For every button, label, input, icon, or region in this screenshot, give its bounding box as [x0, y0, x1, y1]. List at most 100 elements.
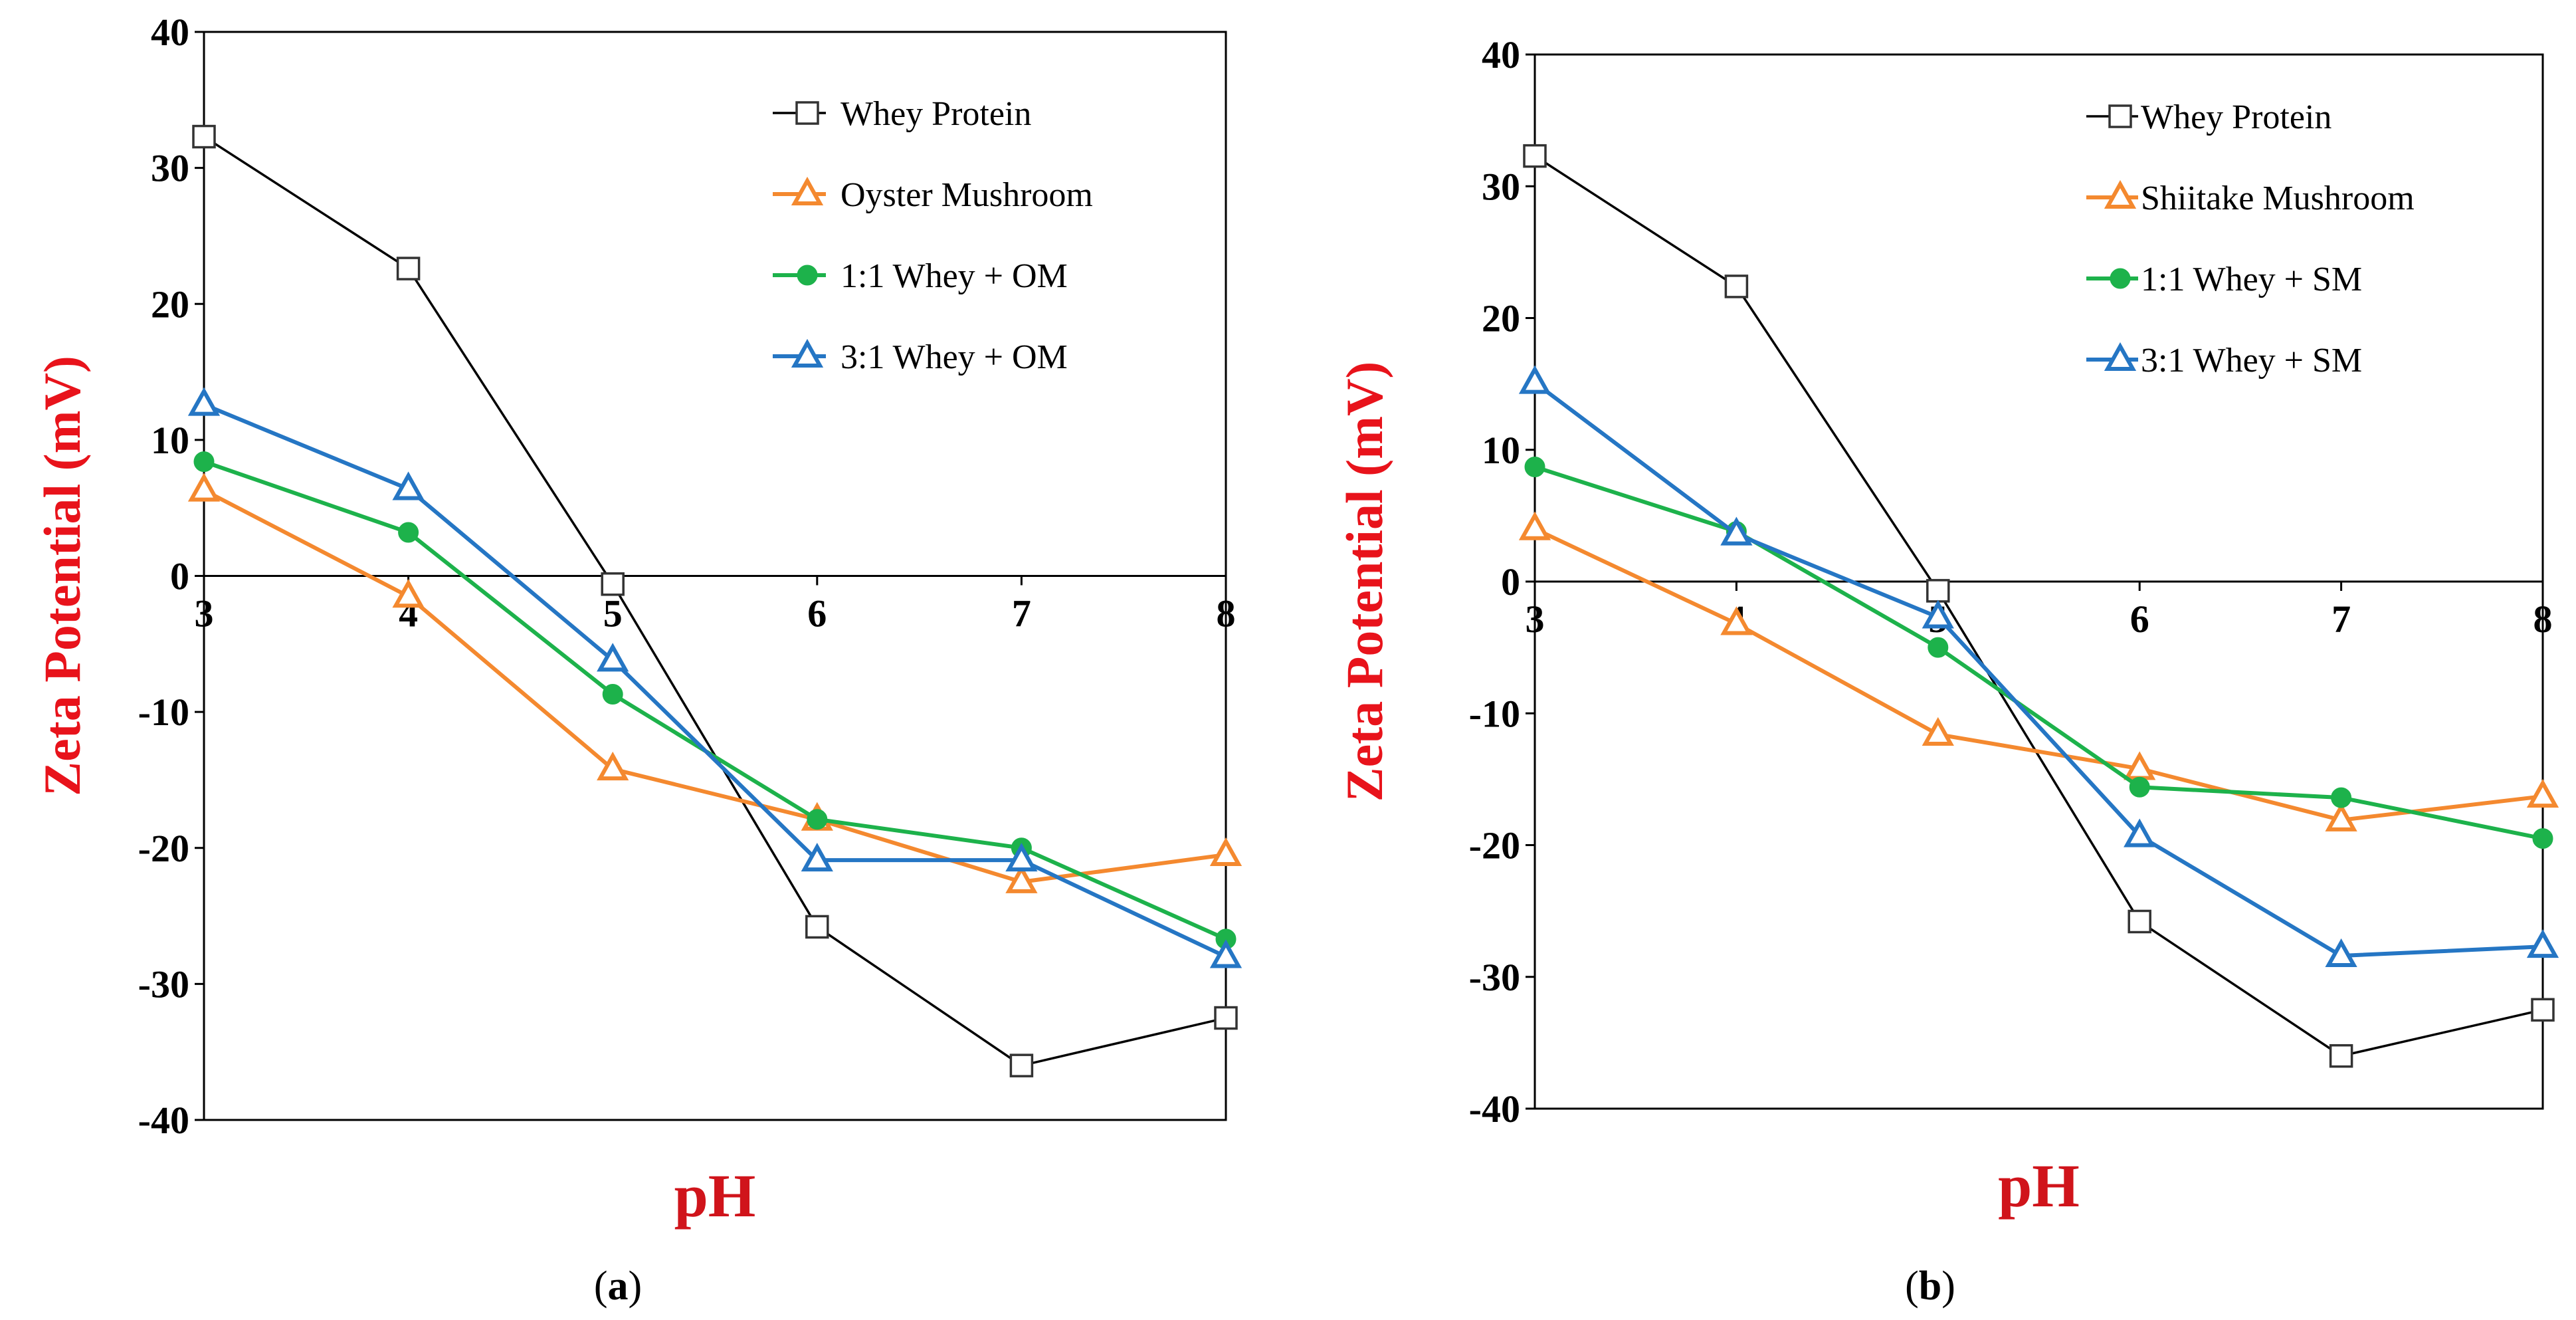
data-point — [1214, 1006, 1238, 1030]
data-point — [1724, 275, 1749, 298]
data-point — [187, 387, 221, 416]
y-tick-label: 10 — [1482, 429, 1520, 472]
y-tick-label: 40 — [1482, 33, 1520, 76]
y-tick-label: -20 — [1469, 824, 1520, 867]
data-point — [2526, 929, 2559, 958]
data-point — [2331, 787, 2352, 808]
x-tick-label: 8 — [1217, 592, 1236, 635]
legend-item: Whey Protein — [773, 95, 1031, 133]
legend-label: 1:1 Whey + OM — [841, 257, 1068, 295]
legend-item: Shiitake Mushroom — [2086, 179, 2415, 217]
data-point — [1523, 144, 1547, 168]
y-tick-label: -20 — [138, 827, 189, 870]
legend: Whey Protein Oyster Mushroom 1:1 Whey + OM… — [773, 95, 1093, 376]
data-point — [807, 809, 828, 830]
legend-item: 3:1 Whey + SM — [2086, 342, 2362, 380]
legend-marker — [791, 338, 824, 368]
series-0 — [1523, 144, 2555, 1068]
legend-item: 1:1 Whey + OM — [773, 257, 1068, 295]
data-point — [801, 843, 833, 872]
data-point — [1209, 837, 1242, 866]
legend-label: 3:1 Whey + SM — [2141, 342, 2362, 380]
series-1 — [1518, 511, 2559, 831]
legend: Whey Protein Shiitake Mushroom 1:1 Whey + … — [2086, 98, 2415, 380]
data-point — [1518, 511, 1551, 540]
data-point — [2124, 818, 2156, 847]
data-point — [1009, 1053, 1034, 1077]
data-point — [597, 751, 629, 781]
series-line — [1534, 526, 2543, 822]
y-tick-label: -40 — [138, 1099, 189, 1142]
x-tick-label: 7 — [1012, 592, 1031, 635]
y-tick-label: -30 — [1469, 956, 1520, 999]
legend-item: 3:1 Whey + OM — [773, 338, 1068, 376]
x-tick-label: 7 — [2331, 598, 2351, 641]
data-point — [1928, 637, 1949, 658]
data-point — [396, 257, 421, 280]
y-axis-label: Zeta Potential (mV) — [1336, 362, 1393, 802]
data-point — [1922, 716, 1954, 746]
y-axis-label: Zeta Potential (mV) — [33, 356, 91, 796]
legend-marker — [2110, 268, 2131, 289]
series-line — [1534, 381, 2543, 958]
legend-marker — [795, 101, 819, 125]
legend-marker — [2104, 179, 2137, 209]
data-point — [1005, 864, 1038, 893]
legend-item: 1:1 Whey + SM — [2086, 261, 2362, 298]
y-tick-label: 20 — [151, 282, 189, 326]
legend-label: 1:1 Whey + SM — [2141, 261, 2362, 298]
y-tick-label: 0 — [170, 555, 189, 598]
legend-marker — [797, 265, 818, 286]
data-point — [1524, 457, 1545, 478]
data-point — [1720, 516, 1753, 546]
series-2 — [1524, 457, 2553, 849]
data-point — [1922, 600, 1954, 629]
x-tick-label: 3 — [1526, 598, 1545, 641]
panel-label: (a) — [594, 1264, 642, 1309]
data-point — [1720, 606, 1753, 635]
y-tick-label: -40 — [1469, 1087, 1520, 1131]
data-point — [1209, 939, 1242, 968]
y-tick-label: 10 — [151, 419, 189, 462]
panel-label: (b) — [1905, 1264, 1955, 1309]
y-tick-label: 30 — [1482, 165, 1520, 208]
x-tick-label: 6 — [2130, 598, 2149, 641]
x-axis-label: pH — [1998, 1152, 2080, 1220]
legend-label: Whey Protein — [2141, 98, 2331, 136]
data-point — [2329, 1044, 2353, 1068]
x-axis-label: pH — [674, 1162, 756, 1230]
y-tick-label: -30 — [138, 962, 189, 1006]
data-point — [2128, 909, 2151, 934]
series-line — [203, 488, 1227, 884]
series-line — [203, 402, 1227, 959]
data-point — [1518, 365, 1551, 394]
data-point — [2129, 776, 2150, 798]
data-point — [193, 451, 215, 473]
legend-item: Whey Protein — [2086, 98, 2331, 136]
data-point — [192, 124, 216, 149]
data-point — [392, 579, 425, 608]
y-tick-label: 30 — [151, 147, 189, 190]
legend-item: Oyster Mushroom — [773, 176, 1093, 214]
data-point — [1005, 843, 1038, 872]
legend-label: 3:1 Whey + OM — [841, 338, 1068, 376]
data-point — [2325, 802, 2357, 831]
y-tick-label: 0 — [1501, 560, 1520, 604]
data-point — [597, 643, 629, 672]
y-tick-label: -10 — [1469, 692, 1520, 735]
y-tick-label: -10 — [138, 691, 189, 734]
data-point — [602, 684, 623, 705]
y-tick-label: 40 — [151, 11, 189, 54]
data-point — [187, 473, 221, 502]
data-point — [398, 522, 419, 543]
series-1 — [187, 473, 1242, 893]
data-point — [2325, 938, 2357, 968]
series-3 — [1518, 365, 2559, 968]
data-point — [2526, 778, 2559, 808]
series-3 — [187, 387, 1242, 968]
data-point — [601, 572, 625, 596]
series-line — [1534, 155, 2543, 1057]
